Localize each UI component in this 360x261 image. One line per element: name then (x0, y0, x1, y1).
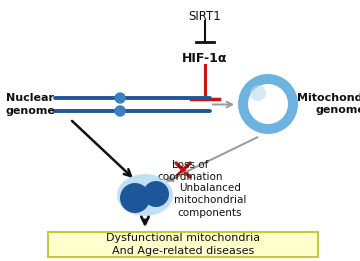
Circle shape (250, 85, 266, 101)
Circle shape (143, 181, 169, 207)
Circle shape (115, 93, 125, 103)
Text: Loss of
coordination: Loss of coordination (157, 160, 223, 182)
Text: Nuclear
genome: Nuclear genome (5, 93, 55, 116)
FancyBboxPatch shape (48, 232, 318, 257)
Text: Dysfunctional mitochondria
And Age-related diseases: Dysfunctional mitochondria And Age-relat… (106, 233, 260, 256)
Circle shape (115, 106, 125, 116)
Text: SIRT1: SIRT1 (189, 10, 221, 23)
Text: Mitochondrial
genome: Mitochondrial genome (297, 93, 360, 115)
Circle shape (248, 84, 288, 124)
Circle shape (238, 74, 298, 134)
Text: HIF-1α: HIF-1α (182, 52, 228, 65)
Circle shape (120, 183, 150, 213)
Ellipse shape (117, 174, 173, 216)
Text: Unbalanced
mitochondrial
components: Unbalanced mitochondrial components (174, 183, 246, 218)
